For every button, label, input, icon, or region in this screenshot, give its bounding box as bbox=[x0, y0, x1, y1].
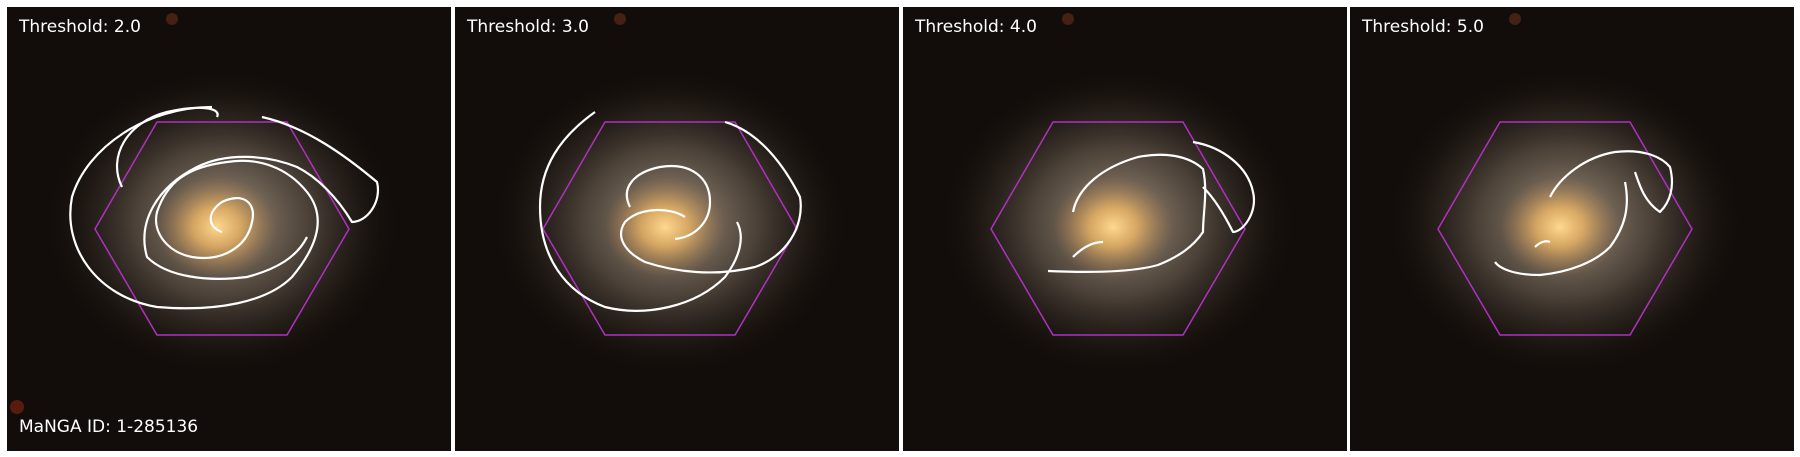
galaxy-panel-threshold-3: Threshold: 3.0 bbox=[455, 7, 899, 451]
ifu-hexagon bbox=[990, 121, 1246, 336]
galaxy-panel-threshold-2: Threshold: 2.0 MaNGA ID: 1-285136 bbox=[7, 7, 451, 451]
threshold-contours bbox=[69, 105, 380, 310]
galaxy-panel-threshold-4: Threshold: 4.0 bbox=[903, 7, 1347, 451]
threshold-label: Threshold: 4.0 bbox=[915, 17, 1037, 37]
manga-id-label: MaNGA ID: 1-285136 bbox=[19, 417, 199, 437]
galaxy-bulge bbox=[605, 177, 725, 277]
threshold-contours bbox=[1494, 150, 1674, 277]
ifu-hexagon bbox=[94, 121, 350, 336]
galaxy-image bbox=[1350, 7, 1794, 451]
background-star bbox=[10, 400, 24, 414]
threshold-label: Threshold: 3.0 bbox=[467, 17, 589, 37]
galaxy-bulge bbox=[157, 177, 277, 277]
background-star bbox=[1509, 13, 1521, 25]
galaxy-image bbox=[7, 7, 451, 451]
galaxy-image bbox=[455, 7, 899, 451]
ifu-hexagon bbox=[542, 121, 798, 336]
galaxy-bulge bbox=[1500, 177, 1620, 277]
galaxy-panel-threshold-5: Threshold: 5.0 bbox=[1350, 7, 1794, 451]
threshold-contours bbox=[538, 111, 802, 312]
threshold-contours bbox=[1047, 140, 1256, 274]
background-star bbox=[166, 13, 178, 25]
threshold-label: Threshold: 2.0 bbox=[19, 17, 141, 37]
ifu-hexagon bbox=[1437, 121, 1693, 336]
threshold-label: Threshold: 5.0 bbox=[1362, 17, 1484, 37]
galaxy-image bbox=[903, 7, 1347, 451]
background-star bbox=[1062, 13, 1074, 25]
galaxy-bulge bbox=[1053, 177, 1173, 277]
background-star bbox=[614, 13, 626, 25]
